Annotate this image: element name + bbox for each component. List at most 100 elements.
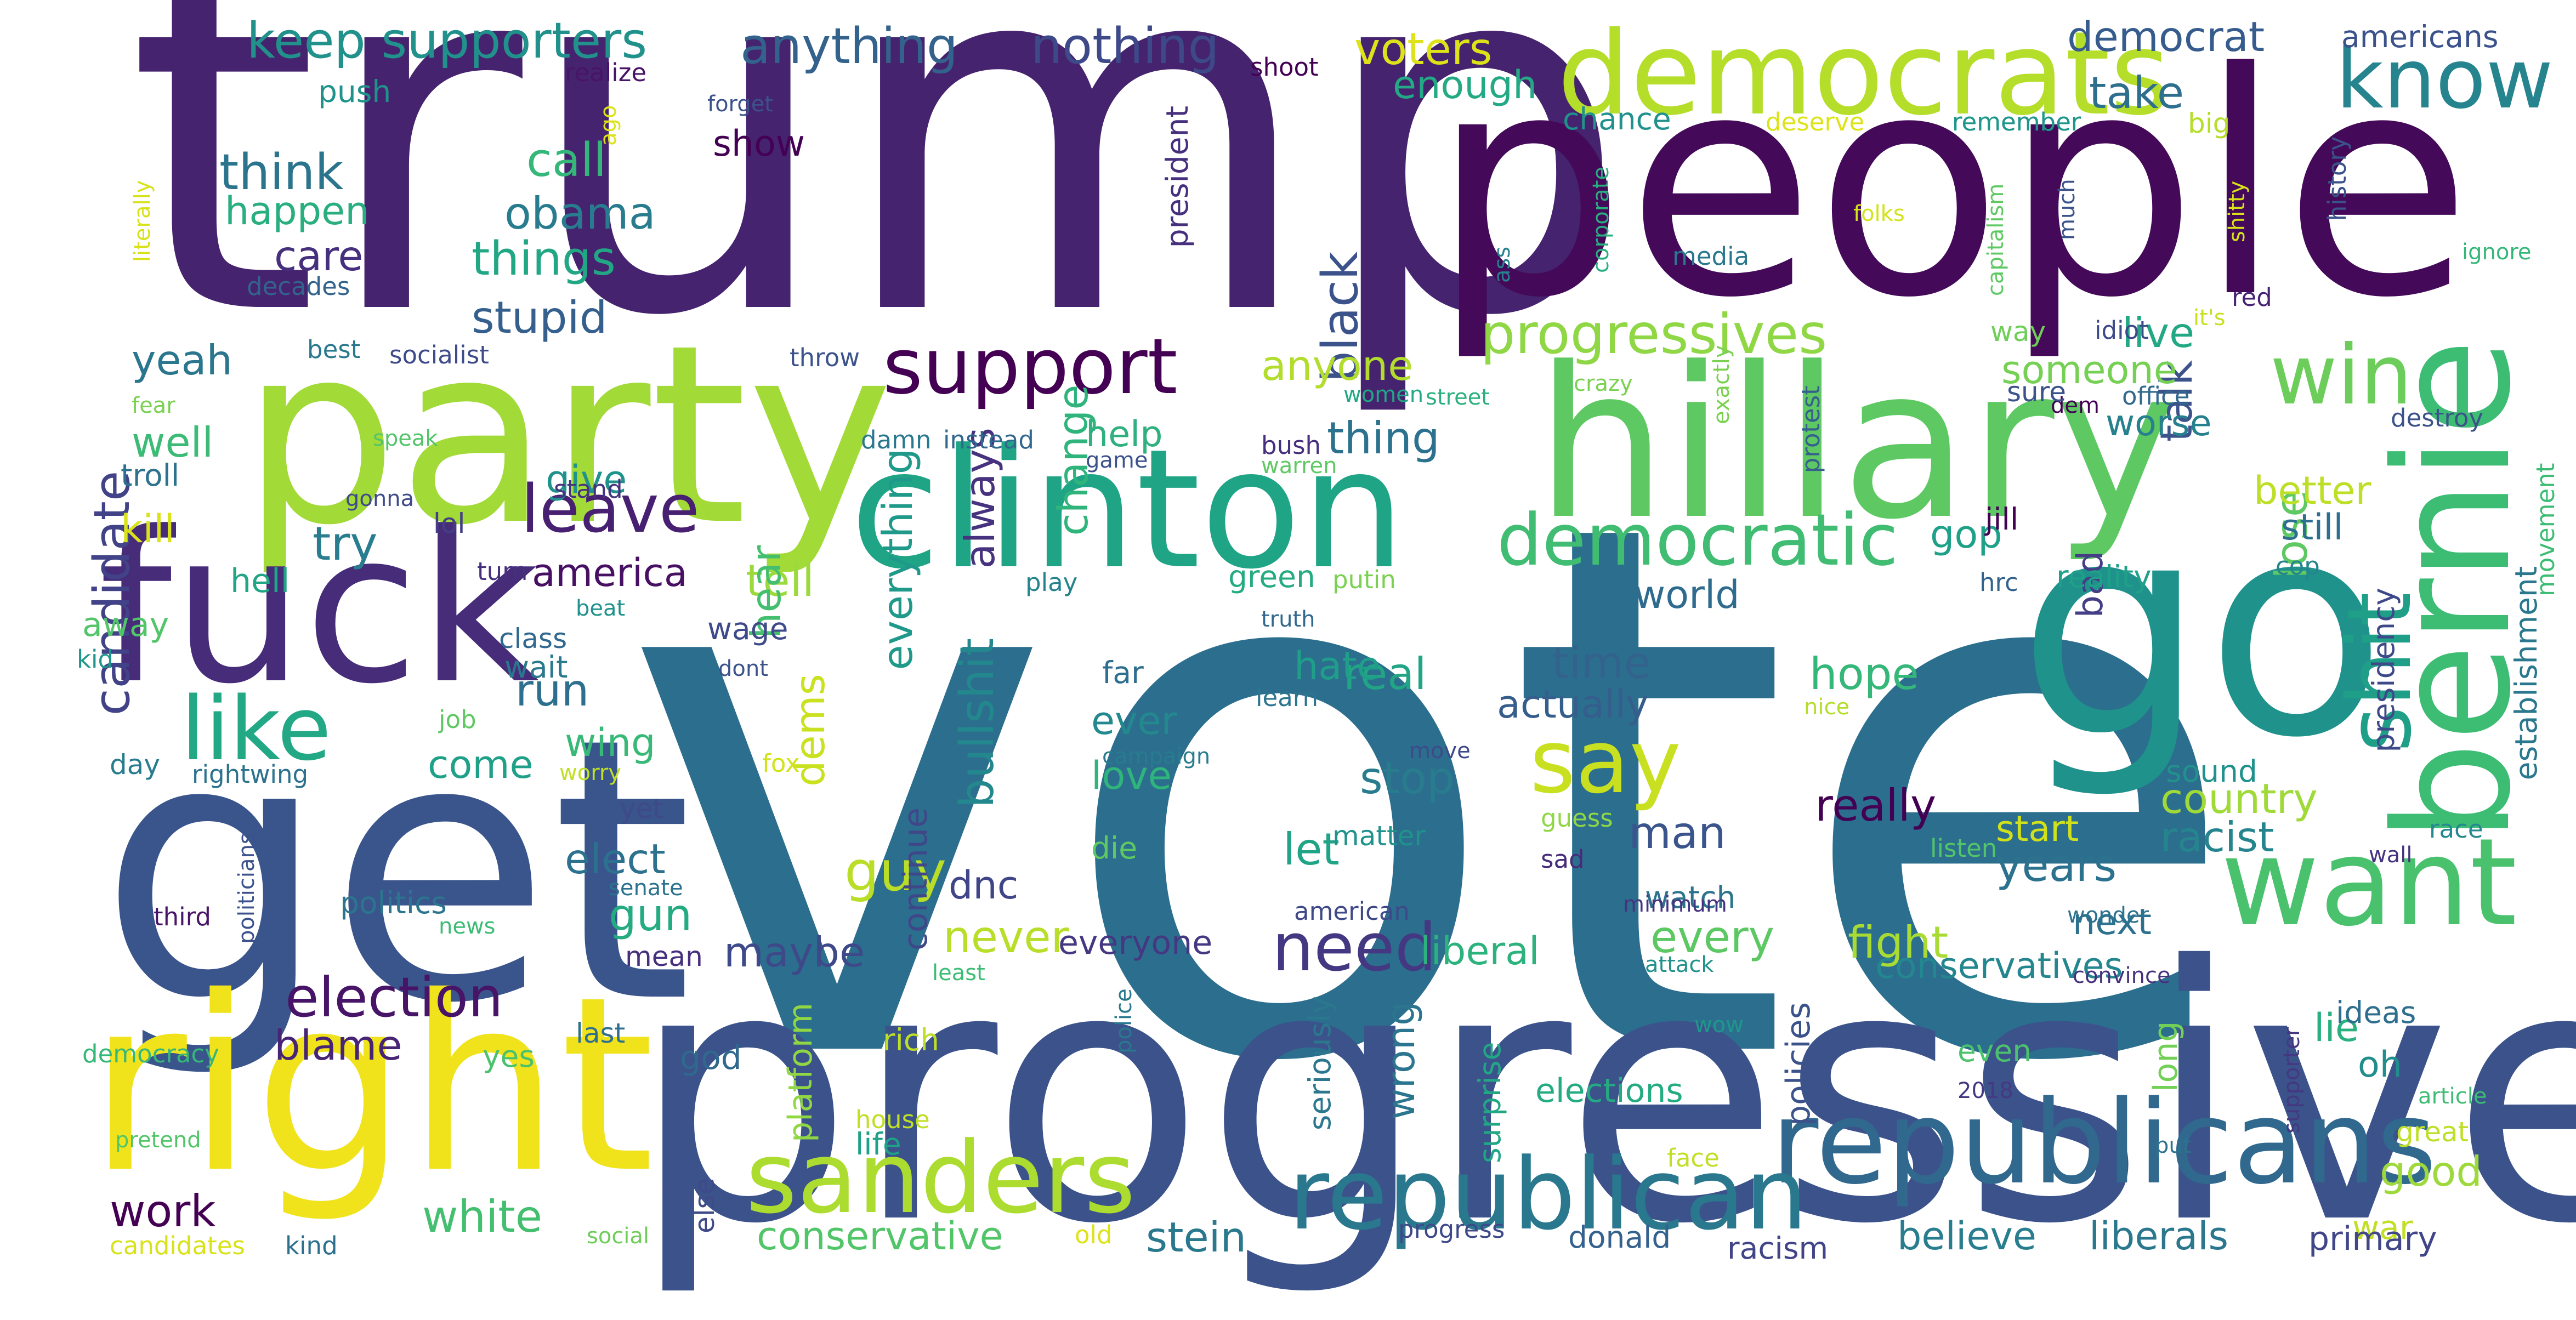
word-trump: trump	[126, 0, 1630, 424]
word-wait: wait	[504, 650, 568, 685]
word-listen: listen	[1930, 834, 1998, 863]
word-great: great	[2396, 1116, 2469, 1148]
word-leave: leave	[521, 471, 700, 548]
word-man: man	[1629, 807, 1726, 858]
word-wonder: wonder	[2067, 903, 2149, 928]
word-kid: kid	[77, 645, 114, 674]
word-every: every	[1650, 912, 1775, 963]
word-election: election	[285, 965, 503, 1029]
word-pretend: pretend	[115, 1128, 201, 1153]
word-media: media	[1672, 242, 1750, 271]
word-decades: decades	[247, 272, 350, 301]
word-troll: troll	[121, 458, 180, 493]
word-kill: kill	[121, 507, 175, 551]
word-hate: hate	[1294, 644, 1381, 689]
word-tell: tell	[746, 555, 815, 606]
word-nice: nice	[1804, 695, 1850, 720]
word-sure: sure	[2007, 376, 2066, 408]
word-surprise: surprise	[1472, 1042, 1507, 1163]
word-really: really	[1815, 780, 1937, 831]
word-like: like	[181, 678, 332, 780]
word-stupid: stupid	[472, 292, 608, 343]
word-shoot: shoot	[1250, 53, 1319, 82]
word-least: least	[932, 960, 985, 986]
word-beat: beat	[576, 596, 626, 621]
word-go: go	[2018, 458, 2387, 803]
word-world: world	[1634, 572, 1740, 617]
word-movement: movement	[2531, 463, 2560, 596]
word-happen: happen	[225, 189, 370, 234]
word-watch: watch	[1645, 880, 1736, 915]
word-never: never	[943, 912, 1069, 963]
word-stop: stop	[1360, 753, 1455, 804]
word-office: office	[2122, 382, 2190, 411]
word-democrat: democrat	[2067, 13, 2265, 61]
word-liberal: liberal	[1420, 929, 1540, 974]
word-far: far	[1102, 655, 1144, 690]
word-real: real	[1343, 648, 1427, 699]
word-sad: sad	[1541, 845, 1585, 874]
word-realize: realize	[565, 58, 647, 87]
word-red: red	[2232, 283, 2272, 312]
word-ago: ago	[596, 105, 621, 146]
word-forget: forget	[707, 92, 773, 117]
word-americans: americans	[2341, 19, 2499, 54]
word-2018: 2018	[1957, 1078, 2013, 1103]
word-history: history	[2323, 136, 2352, 221]
word-campaign: campaign	[1102, 744, 1211, 769]
word-guess: guess	[1541, 804, 1613, 833]
word-minimum: minimum	[1623, 892, 1727, 917]
word-live: live	[2122, 309, 2195, 357]
word-remember: remember	[1952, 107, 2081, 136]
word-maybe: maybe	[724, 928, 865, 976]
word-ever: ever	[1091, 698, 1177, 743]
word-damn: damn	[861, 425, 932, 454]
word-dem: dem	[2051, 393, 2100, 418]
word-anything: anything	[740, 18, 958, 75]
word-policies: policies	[1779, 1002, 1818, 1126]
word-white: white	[422, 1191, 542, 1242]
word-literally: literally	[130, 180, 155, 262]
word-mean: mean	[625, 941, 703, 972]
word-say: say	[1530, 710, 1682, 813]
word-jill: jill	[1985, 502, 2019, 537]
word-rich: rich	[883, 1022, 939, 1057]
word-republicans: republicans	[1771, 1076, 2437, 1210]
word-time: time	[1552, 638, 1651, 689]
word-green: green	[1228, 559, 1315, 594]
word-destroy: destroy	[2391, 403, 2484, 433]
word-conservatives: conservatives	[1875, 946, 2123, 987]
word-instead: instead	[943, 425, 1034, 454]
word-establishment: establishment	[2509, 566, 2544, 781]
word-well: well	[132, 418, 214, 466]
word-republican: republican	[1289, 1137, 1808, 1252]
word-push: push	[318, 74, 391, 109]
word-try: try	[313, 517, 378, 571]
word-long: long	[2147, 1021, 2185, 1093]
word-elections: elections	[1535, 1072, 1683, 1110]
word-candidates: candidates	[110, 1231, 245, 1260]
word-speak: speak	[373, 426, 438, 451]
word-gop: gop	[1930, 512, 2002, 557]
word-start: start	[1996, 809, 2079, 850]
word-turn: turn	[477, 557, 528, 586]
word-care: care	[274, 232, 364, 280]
word-wage: wage	[707, 611, 788, 646]
word-everyone: everyone	[1058, 924, 1213, 962]
word-let: let	[1283, 824, 1340, 875]
word-donald: donald	[1568, 1220, 1671, 1255]
word-throw: throw	[790, 343, 860, 372]
word-want: want	[2221, 812, 2517, 953]
word-nothing: nothing	[1031, 18, 1219, 75]
word-help: help	[1086, 414, 1163, 455]
word-much: much	[2055, 179, 2080, 240]
word-people: people	[1431, 8, 2472, 365]
word-exactly: exactly	[1709, 345, 1734, 424]
word-platform: platform	[781, 1003, 820, 1142]
word-progressive: progressive	[631, 892, 2576, 1300]
word-learn: learn	[1256, 683, 1318, 712]
word-support: support	[883, 322, 1178, 412]
word-old: old	[1075, 1220, 1113, 1249]
word-crazy: crazy	[1574, 371, 1633, 396]
word-face: face	[1667, 1143, 1720, 1173]
